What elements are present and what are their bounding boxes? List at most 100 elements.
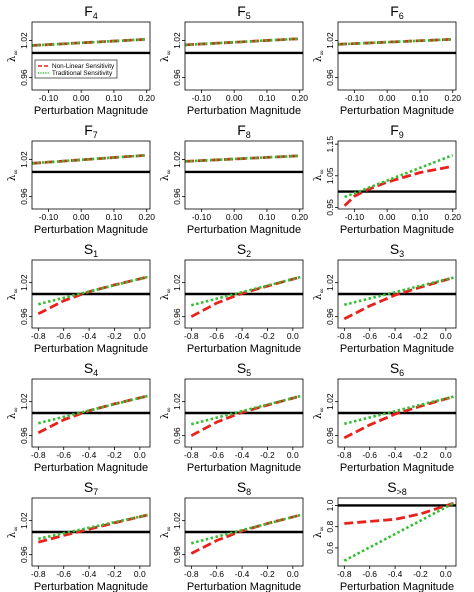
y-tick-label: 0.96: [325, 427, 335, 444]
series-traditional-sensitivity: [185, 37, 300, 47]
y-axis-label: λ∞: [160, 526, 173, 538]
series-traditional-sensitivity: [37, 275, 148, 306]
y-tick-label: 0.96: [172, 546, 182, 563]
x-tick-label: -0.6: [56, 569, 71, 579]
panel-title: F7: [84, 122, 98, 140]
panel-f7: F7 -0.10 0.00 0.10 0.20 0.96 1.02 Perturbation …: [7, 122, 155, 236]
x-tick-label: -0.6: [362, 450, 377, 460]
x-tick-label: 0.00: [379, 93, 396, 103]
series-non-linear-sensitivity: [190, 275, 301, 318]
x-tick-label: -0.8: [184, 450, 199, 460]
x-tick-label: -0.6: [362, 331, 377, 341]
y-tick-label: 0.96: [172, 427, 182, 444]
x-axis-label: Perturbation Magnitude: [34, 105, 148, 117]
x-axis-label: Perturbation Magnitude: [187, 105, 301, 117]
panel-s3: S3 -0.8 -0.6 -0.4 -0.2 0.0 0.96 1.02 Perturbatio…: [313, 241, 457, 355]
x-tick-label: -0.6: [209, 450, 224, 460]
x-tick-label: -0.2: [260, 569, 275, 579]
x-tick-label: -0.8: [184, 331, 199, 341]
y-tick-label: 1.02: [172, 393, 182, 410]
x-axis-label: Perturbation Magnitude: [34, 462, 148, 474]
panel-s5: S5 -0.8 -0.6 -0.4 -0.2 0.0 0.96 1.02 Perturbatio…: [160, 360, 304, 474]
y-axis-label: λ∞: [7, 407, 20, 419]
plot-frame: [337, 21, 457, 91]
series-non-linear-sensitivity: [343, 276, 454, 321]
y-tick-label: 1.02: [172, 32, 182, 49]
x-axis-label: Perturbation Magnitude: [340, 343, 454, 355]
plot-frame: [184, 259, 304, 329]
y-axis-label: λ∞: [313, 288, 326, 300]
panel-title: F8: [237, 122, 251, 140]
panel-title: S>8: [387, 479, 407, 497]
y-axis-label: λ∞: [160, 50, 173, 62]
panel-title: S6: [390, 360, 404, 378]
series-traditional-sensitivity: [343, 502, 455, 562]
x-tick-label: -0.2: [260, 450, 275, 460]
panel-title: F6: [390, 3, 404, 21]
series-non-linear-sensitivity: [190, 394, 301, 437]
y-tick-label: 1.0: [325, 499, 335, 511]
panel-title: S4: [84, 360, 98, 378]
y-tick-label: 1.15: [325, 136, 335, 153]
y-tick-label: 1.02: [172, 274, 182, 291]
series-traditional-sensitivity: [185, 154, 300, 163]
y-tick-label: 0.96: [19, 546, 29, 563]
y-tick-label: 0.96: [19, 69, 29, 86]
plot-frame: [184, 140, 304, 210]
x-tick-label: -0.10: [39, 93, 59, 103]
x-tick-label: -0.6: [56, 450, 71, 460]
panel-f6: F6 -0.10 0.00 0.10 0.20 0.96 1.02 Perturbation …: [313, 3, 461, 117]
x-tick-label: -0.2: [413, 331, 428, 341]
panel-title: F5: [237, 3, 251, 21]
panel-title: S5: [237, 360, 251, 378]
panel-title: S7: [84, 479, 98, 497]
x-axis-label: Perturbation Magnitude: [34, 581, 148, 592]
x-axis-label: Perturbation Magnitude: [340, 224, 454, 236]
x-tick-label: -0.8: [31, 569, 46, 579]
x-tick-label: 0.10: [259, 212, 276, 222]
plot-frame: [337, 259, 457, 329]
y-axis-label: λ∞: [7, 288, 20, 300]
panel-f4: F4 -0.10 0.00 0.10 0.20 0.96 1.02 Perturbation …: [7, 3, 155, 117]
x-tick-label: -0.4: [235, 450, 250, 460]
panel-s6: S6 -0.8 -0.6 -0.4 -0.2 0.0 0.96 1.02 Perturbatio…: [313, 360, 457, 474]
panel-title: S3: [390, 241, 404, 259]
x-tick-label: 0.20: [444, 212, 461, 222]
panel-title: S8: [237, 479, 251, 497]
x-tick-label: 0.20: [291, 212, 308, 222]
plot-frame: [31, 378, 151, 448]
x-axis-label: Perturbation Magnitude: [340, 105, 454, 117]
x-tick-label: -0.8: [31, 331, 46, 341]
series-traditional-sensitivity: [344, 153, 454, 199]
y-tick-label: 0.95: [325, 199, 335, 216]
y-tick-label: 0.96: [19, 308, 29, 325]
x-tick-label: -0.4: [388, 450, 403, 460]
panel-f9: F9 -0.10 0.00 0.10 0.20 0.95 1.05 1.15 Perturbat…: [313, 122, 461, 236]
x-tick-label: 0.10: [412, 93, 429, 103]
y-axis-label: λ∞: [7, 50, 20, 62]
panel-s8: S8 -0.8 -0.6 -0.4 -0.2 0.0 0.96 1.02 Perturbatio…: [160, 479, 304, 592]
x-tick-label: -0.2: [107, 569, 122, 579]
series-non-linear-sensitivity: [37, 394, 148, 435]
panel-title: S2: [237, 241, 251, 259]
y-tick-label: 1.02: [19, 151, 29, 168]
series-traditional-sensitivity: [38, 513, 148, 541]
x-tick-label: 0.20: [444, 93, 461, 103]
x-tick-label: -0.10: [192, 93, 212, 103]
y-tick-label: 1.02: [172, 512, 182, 529]
y-tick-label: 0.8: [325, 521, 335, 533]
y-tick-label: 1.05: [325, 167, 335, 184]
x-tick-label: -0.8: [337, 331, 352, 341]
x-tick-label: -0.10: [192, 212, 212, 222]
y-axis-label: λ∞: [7, 169, 20, 181]
series-traditional-sensitivity: [190, 394, 301, 426]
x-axis-label: Perturbation Magnitude: [187, 462, 301, 474]
legend-label: Traditional Sensitivity: [52, 70, 113, 77]
x-tick-label: 0.0: [440, 450, 452, 460]
x-tick-label: -0.8: [337, 450, 352, 460]
x-tick-label: 0.10: [259, 93, 276, 103]
y-tick-label: 1.02: [19, 32, 29, 49]
x-tick-label: 0.00: [73, 212, 90, 222]
